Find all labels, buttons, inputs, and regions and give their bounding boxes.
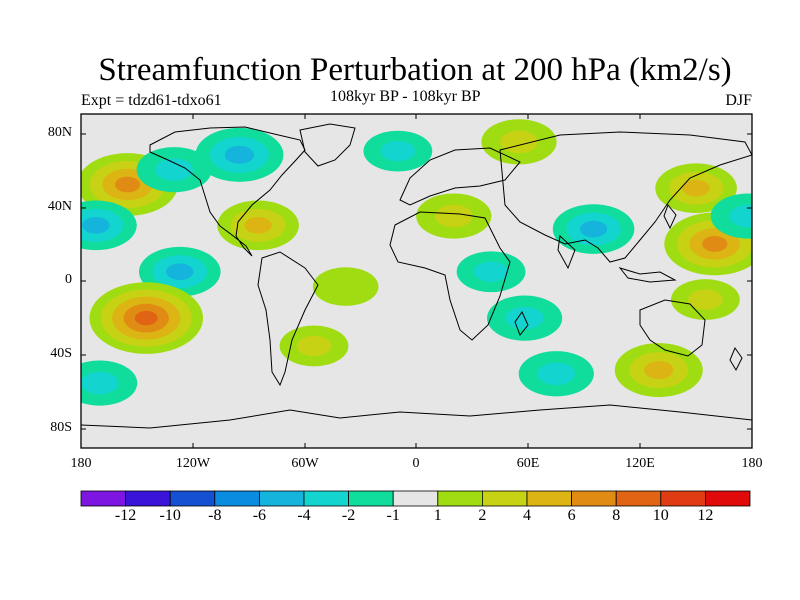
colorbar-label-9: 4 xyxy=(523,507,531,524)
contour-band-13-2 xyxy=(579,220,608,238)
contour-band-3-2 xyxy=(224,145,255,164)
experiment-label: Expt = tdzd61-tdxo61 xyxy=(81,92,222,109)
lat-label-40n: 40N xyxy=(47,199,72,214)
coast-europe xyxy=(399,147,521,206)
period-label: 108kyr BP - 108kyr BP xyxy=(330,88,481,105)
coast-south-america xyxy=(257,251,319,387)
lon-label-0: 0 xyxy=(412,456,420,471)
contour-field xyxy=(81,119,752,406)
contour-band-18-3 xyxy=(702,235,728,252)
plot-title: Streamfunction Perturbation at 200 hPa (… xyxy=(98,52,732,88)
contour-band-17-2 xyxy=(682,179,710,197)
lon-label-120e: 120E xyxy=(625,456,655,471)
colorbar-label-4: -4 xyxy=(297,507,311,524)
colorbar-label-0: -12 xyxy=(114,507,137,524)
lon-label-60e: 60E xyxy=(516,456,540,471)
lon-label-180w: 180 xyxy=(70,456,92,471)
contour-band-4-2 xyxy=(244,217,272,234)
contour-band-8-1 xyxy=(296,335,332,357)
coast-new-zealand xyxy=(729,346,743,372)
lat-label-40s: 40S xyxy=(50,346,72,361)
contour-band-2-1 xyxy=(155,158,193,181)
colorbar-label-1: -10 xyxy=(159,507,181,524)
lat-label-eq: 0 xyxy=(65,272,72,287)
contour-band-16-1 xyxy=(537,362,576,386)
coast-india xyxy=(557,234,576,270)
contour-band-19-1 xyxy=(729,204,752,228)
colorbar-label-2: -8 xyxy=(208,507,222,524)
contour-band-0-3 xyxy=(114,176,141,193)
axis-ticks xyxy=(80,114,753,448)
contour-band-9-0 xyxy=(312,267,379,306)
coast-antarctica xyxy=(81,404,752,429)
colorbar-label-5: -2 xyxy=(341,507,356,524)
coast-north-america xyxy=(149,126,306,257)
lon-label-120w: 120W xyxy=(175,456,211,471)
colorbar-label-12: 10 xyxy=(652,507,669,524)
colorbar-label-7: 1 xyxy=(433,507,442,524)
coastlines xyxy=(81,123,752,429)
contour-band-5-2 xyxy=(166,263,194,281)
contour-band-12-1 xyxy=(434,204,473,228)
colorbar-label-6: -1 xyxy=(386,507,400,524)
coast-indonesia xyxy=(618,267,677,283)
coast-africa xyxy=(389,211,511,341)
colorbar-label-11: 8 xyxy=(612,507,621,524)
contour-band-14-1 xyxy=(473,261,509,282)
lon-label-180e: 180 xyxy=(741,456,763,471)
coast-madagascar xyxy=(514,311,529,336)
lat-label-80n: 80N xyxy=(47,125,72,140)
season-label: DJF xyxy=(725,92,752,109)
contour-band-10-1 xyxy=(380,140,416,162)
contour-band-7-1 xyxy=(81,371,119,395)
colorbar-label-10: 6 xyxy=(567,507,576,524)
colorbar-label-3: -6 xyxy=(252,507,267,524)
contour-band-1-2 xyxy=(82,217,110,234)
coast-asia xyxy=(499,131,752,263)
coast-japan xyxy=(663,203,677,230)
contour-band-6-4 xyxy=(134,310,158,326)
coast-australia xyxy=(639,299,706,357)
colorbar-label-8: 2 xyxy=(478,507,487,524)
lon-label-60w: 60W xyxy=(291,456,319,471)
lat-label-80s: 80S xyxy=(50,420,72,435)
colorbar-label-13: 12 xyxy=(697,507,714,524)
contour-band-21-1 xyxy=(688,289,723,310)
coast-greenland xyxy=(299,123,356,167)
contour-band-20-2 xyxy=(644,361,674,380)
